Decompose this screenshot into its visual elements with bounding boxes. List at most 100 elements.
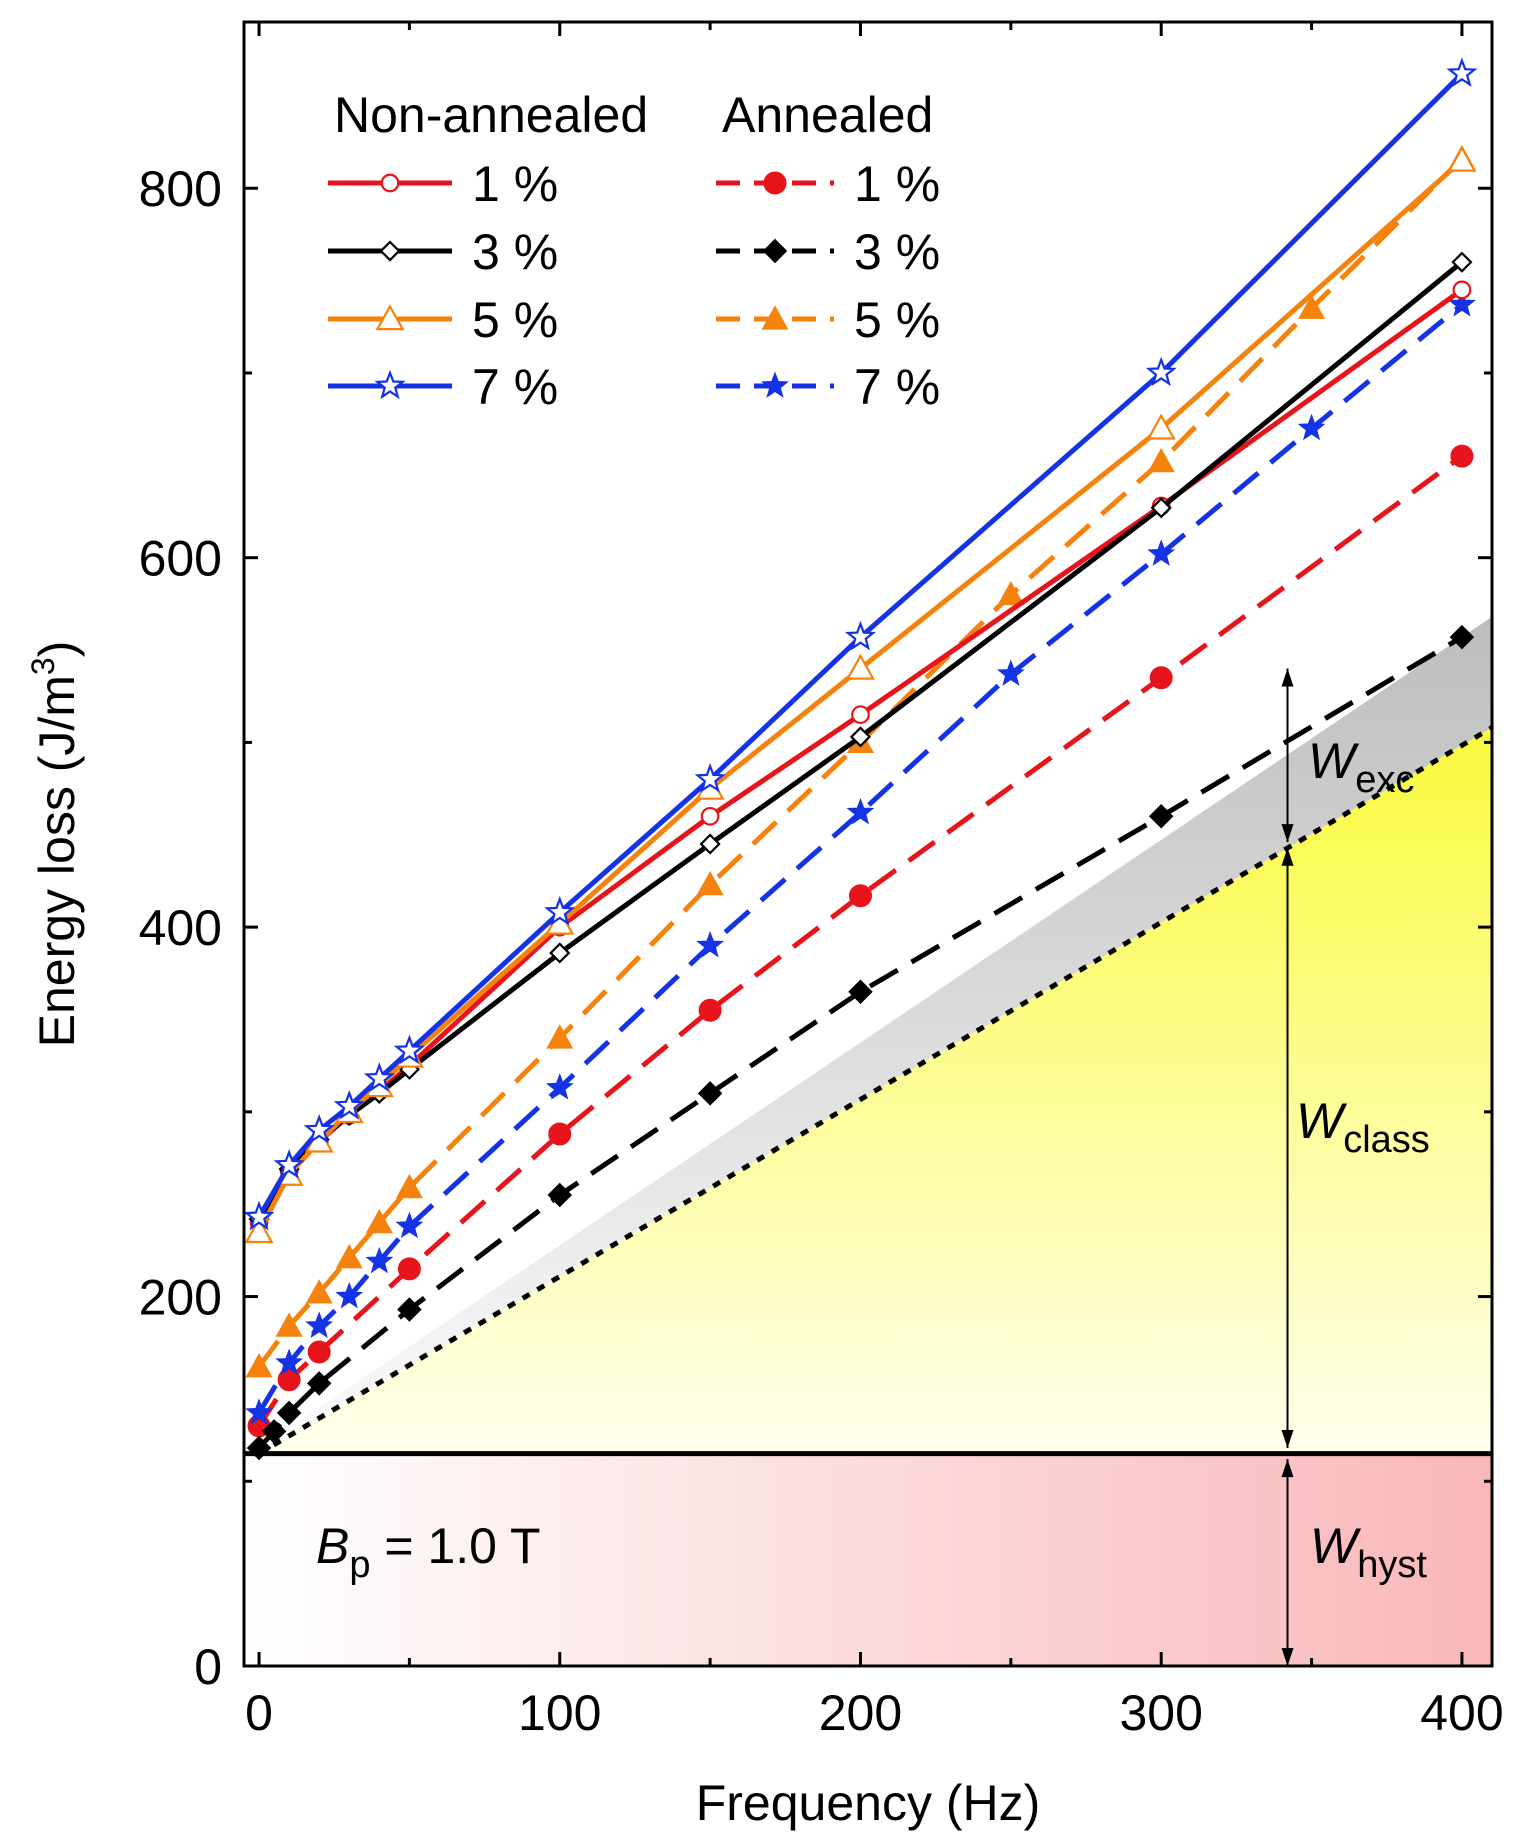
x-tick-label-0: 0: [245, 1685, 273, 1741]
x-tick-label-4: 400: [1420, 1685, 1503, 1741]
legend-title-non-annealed: Non-annealed: [334, 87, 648, 143]
data-point-1-10: [1451, 251, 1473, 273]
legend-entry-0: 1 %: [328, 156, 558, 212]
legend-entry-4: 1 %: [716, 156, 940, 212]
data-point-4-5: [698, 998, 722, 1022]
data-point-4-6: [848, 884, 872, 908]
data-point-5-7: [848, 979, 873, 1005]
data-point-5-9: [1449, 624, 1475, 650]
axes-layer: 0 100 200 300 400 0 200 400 600 800: [139, 22, 1504, 1741]
data-point-6-4: [365, 1208, 393, 1234]
legend-label-4: 1 %: [854, 156, 940, 212]
legend-marker-1: [379, 240, 401, 262]
legend-entry-6: 5 %: [716, 292, 940, 348]
x-axis-label: Frequency (Hz): [696, 1775, 1041, 1831]
y-tick-label-4: 800: [139, 161, 222, 217]
legend-label-6: 5 %: [854, 292, 940, 348]
data-point-2-8: [845, 653, 876, 680]
y-tick-label-1: 200: [139, 1270, 222, 1326]
data-point-7-11: [1297, 413, 1326, 441]
legend-entry-2: 5 %: [328, 292, 558, 348]
excess-loss-arrow: [1281, 668, 1294, 843]
data-point-7-2: [305, 1311, 334, 1338]
data-point-3-1: [273, 1149, 305, 1179]
data-point-3-3: [333, 1089, 365, 1120]
series-line-4: [256, 454, 1464, 1428]
legend-marker-7: [761, 371, 789, 398]
data-point-7-0: [245, 1398, 273, 1425]
bp-label: Bp = 1.0 T: [316, 1518, 541, 1586]
data-point-7-8: [846, 797, 875, 825]
data-point-6-10: [1147, 447, 1175, 473]
data-point-3-0: [244, 1200, 275, 1231]
data-point-0-7: [700, 806, 720, 826]
data-point-3-7: [694, 762, 726, 793]
data-point-6-5: [395, 1173, 423, 1199]
data-point-3-4: [363, 1062, 395, 1092]
data-point-7-6: [545, 1073, 574, 1100]
hysteresis-region: [244, 1453, 1492, 1666]
series-line-5: [257, 634, 1464, 1450]
data-point-7-3: [335, 1281, 364, 1309]
legend-label-5: 3 %: [854, 224, 940, 280]
data-point-1-8: [849, 726, 872, 748]
legend-label-3: 7 %: [472, 359, 558, 415]
data-point-3-6: [544, 895, 576, 926]
hysteresis-loss-arrow: [1281, 1459, 1294, 1666]
data-point-3-10: [1446, 57, 1478, 87]
data-point-6-7: [696, 870, 724, 896]
data-point-6-9: [997, 580, 1025, 606]
x-tick-label-2: 200: [819, 1685, 902, 1741]
legend-entry-3: 7 %: [328, 359, 558, 415]
data-point-1-7: [699, 833, 721, 855]
legend-label-1: 3 %: [472, 224, 558, 280]
data-point-6-6: [546, 1024, 574, 1049]
x-tick-label-3: 300: [1119, 1685, 1202, 1741]
data-point-7-4: [365, 1246, 394, 1274]
legend-marker-4: [763, 171, 787, 195]
data-point-4-7: [1149, 666, 1173, 690]
legend-entry-5: 3 %: [716, 224, 940, 280]
w-class-label: Wclass: [1296, 1093, 1430, 1161]
data-point-1-9: [1150, 497, 1172, 519]
y-axis-label-sup: 3: [25, 657, 61, 675]
data-point-5-3: [306, 1371, 332, 1396]
annotation-layer: Wexc Wclass Whyst Bp = 1.0 T: [316, 668, 1430, 1666]
data-point-7-1: [275, 1348, 304, 1375]
legend: Non-annealed Annealed 1 % 3 % 5 % 7 % 1 % 3 % 5 …: [328, 87, 940, 415]
data-point-4-8: [1450, 444, 1474, 468]
plot-frame: [242, 20, 1494, 1668]
data-point-6-2: [305, 1279, 333, 1304]
w-exc-label: Wexc: [1308, 733, 1414, 801]
legend-marker-3: [374, 369, 406, 400]
data-point-5-8: [1148, 804, 1174, 829]
data-point-3-9: [1145, 356, 1177, 387]
data-point-5-6: [697, 1081, 723, 1106]
loss-regions: [244, 616, 1492, 1666]
series-7: [245, 289, 1476, 1425]
legend-label-0: 1 %: [472, 156, 558, 212]
data-point-5-1: [261, 1419, 287, 1444]
y-tick-label-2: 400: [139, 900, 222, 956]
data-point-4-4: [548, 1122, 572, 1146]
data-point-7-12: [1448, 289, 1476, 317]
w-hyst-label: Whyst: [1310, 1518, 1427, 1586]
y-axis-label: Energy loss (J/m3): [25, 641, 85, 1048]
data-point-3-2: [303, 1113, 335, 1144]
legend-marker-2: [375, 304, 405, 331]
legend-label-7: 7 %: [854, 359, 940, 415]
series-5: [246, 624, 1475, 1461]
data-point-5-0: [246, 1435, 272, 1461]
classical-loss-line: [257, 725, 1492, 1456]
y-axis-label-main: Energy loss (J/m: [29, 675, 85, 1047]
data-point-5-5: [547, 1182, 573, 1208]
y-axis-label-close: ): [29, 641, 85, 658]
data-point-6-11: [1298, 294, 1326, 319]
data-point-6-3: [335, 1244, 363, 1269]
data-point-2-10: [1447, 145, 1477, 172]
data-point-6-1: [275, 1312, 303, 1337]
series-layer: [244, 57, 1478, 1461]
data-point-7-10: [1147, 539, 1176, 566]
series-3: [244, 57, 1478, 1231]
